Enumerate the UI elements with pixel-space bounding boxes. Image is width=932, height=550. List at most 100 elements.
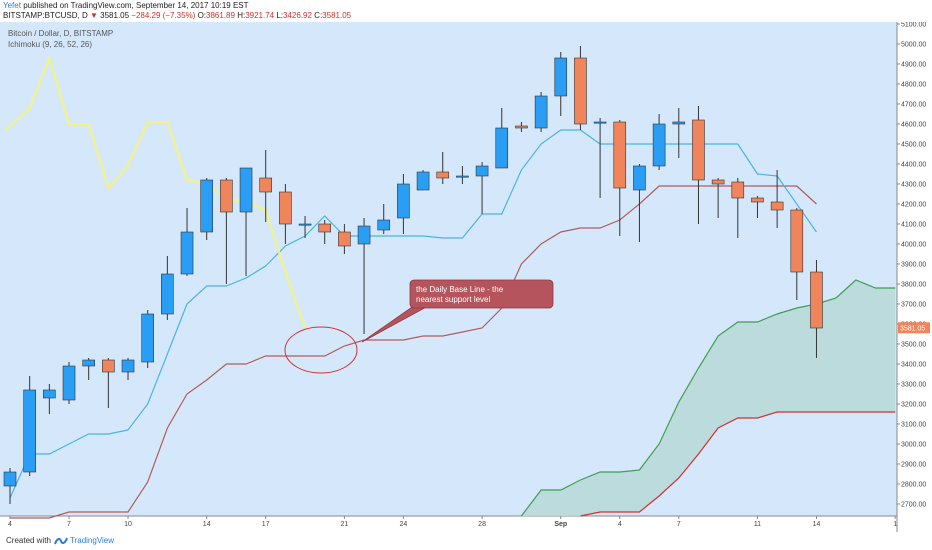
down-arrow-icon: ▼ [89,11,98,20]
candle-body-up [416,171,430,191]
close-value: 3581.05 [322,11,352,20]
candle-body-up [298,223,312,226]
candle [731,178,745,238]
candle [279,184,292,244]
candle [692,106,705,224]
candle [318,220,332,244]
candle [220,178,233,284]
chikou-lagging-line [5,54,307,329]
y-tick-label: 3500.00 [901,342,926,349]
candle [161,256,174,320]
x-tick-label: 28 [478,521,486,528]
candle-body-up [161,273,174,315]
y-tick-label: 3200.00 [901,402,926,409]
candle-body-down [613,121,627,189]
candle-body-down [259,177,273,193]
symbol: BITSTAMP:BTCUSD, D [3,11,88,20]
ichimoku-cloud [521,280,896,516]
candle-body-down [692,119,705,181]
candle-body-up [62,365,76,401]
candle [102,358,115,408]
high-value: 3921.74 [245,11,275,20]
annotation-line-1: the Daily Base Line - the [416,285,504,294]
annotation-box [409,279,554,309]
y-tick-label: 2900.00 [901,462,926,469]
open-value: 3861.89 [206,11,235,20]
x-tick-label: 14 [203,521,211,528]
y-tick-label: 3900.00 [901,262,926,269]
open-label: O: [197,11,207,20]
candle-body-up [239,167,253,213]
candle-body-up [82,359,95,367]
candle-body-down [574,57,587,125]
candle-body-down [751,197,764,203]
y-tick-label: 4900.00 [901,62,926,69]
y-tick-label: 3800.00 [901,282,926,289]
candle-body-up [200,179,213,233]
low-value: 3426.92 [283,11,312,20]
x-tick-label: Sep [554,521,567,528]
y-tick-label: 4700.00 [901,102,926,109]
last-price-tag-label: 3581.05 [900,325,925,332]
candle-body-up [593,121,607,124]
candle [711,178,725,218]
tenkan-conversion-line [9,129,817,499]
candle-body-down [515,125,528,129]
y-tick-label: 3400.00 [901,362,926,369]
x-tick-label: 10 [124,521,132,528]
x-tick-label: 17 [262,521,270,528]
senkou-span-b-line [580,411,896,517]
candle-body-up [672,121,686,125]
author-name[interactable]: Yefet [3,1,21,10]
y-tick-label: 5100.00 [901,22,926,29]
candle [515,122,528,132]
candle [298,216,312,238]
price-axis-background [897,22,932,532]
high-label: H: [237,11,246,20]
ohlc-line: BITSTAMP:BTCUSD, D ▼ 3581.05 −284.29 (−7… [3,11,351,21]
candle-body-up [377,219,391,231]
candle [121,358,135,380]
footer: Created with TradingView [0,532,932,550]
candle-body-up [121,359,135,373]
plot-background [0,22,897,516]
candle [43,384,56,414]
last-price: 3581.05 [100,11,130,20]
candle-body-up [141,313,154,363]
candle [495,108,509,169]
last-price-tag [898,322,930,334]
senkou-span-a-line [520,279,896,517]
kijun-base-line [10,185,817,519]
support-highlight-ellipse [284,326,358,374]
annotation-line-2: nearest support level [416,295,490,304]
y-tick-label: 4600.00 [901,122,926,129]
price-chart[interactable]: 2700.00 2800.00 2900.00 3000.00 3100.00 3200.… [0,22,932,532]
y-tick-label: 4100.00 [901,222,926,229]
candle-body-up [652,123,666,167]
y-tick-label: 3300.00 [901,382,926,389]
candle [23,376,36,476]
candle [259,150,273,222]
candle [633,164,646,242]
candle-body-down [318,223,332,233]
candle [613,120,627,236]
y-tick-label: 3000.00 [901,442,926,449]
y-tick-label: 4300.00 [901,182,926,189]
candle [416,170,430,191]
candle [593,118,607,198]
x-tick-label: 4 [618,521,622,528]
candle [770,170,784,228]
candle [574,46,587,130]
candle-body-up [180,231,194,275]
candle [436,152,450,184]
x-tick-label: 24 [400,521,408,528]
candle [338,224,351,254]
publish-line: Yefet published on TradingView.com, Sept… [3,1,249,11]
x-tick-label: 11 [754,521,761,528]
candle-body-down [731,181,745,199]
candle-body-down [770,201,784,211]
publish-info: published on TradingView.com, September … [23,1,249,10]
tradingview-brand[interactable]: TradingView [70,536,115,545]
x-tick-label: 1 [893,521,897,528]
chart-header: Yefet published on TradingView.com, Sept… [0,0,932,22]
